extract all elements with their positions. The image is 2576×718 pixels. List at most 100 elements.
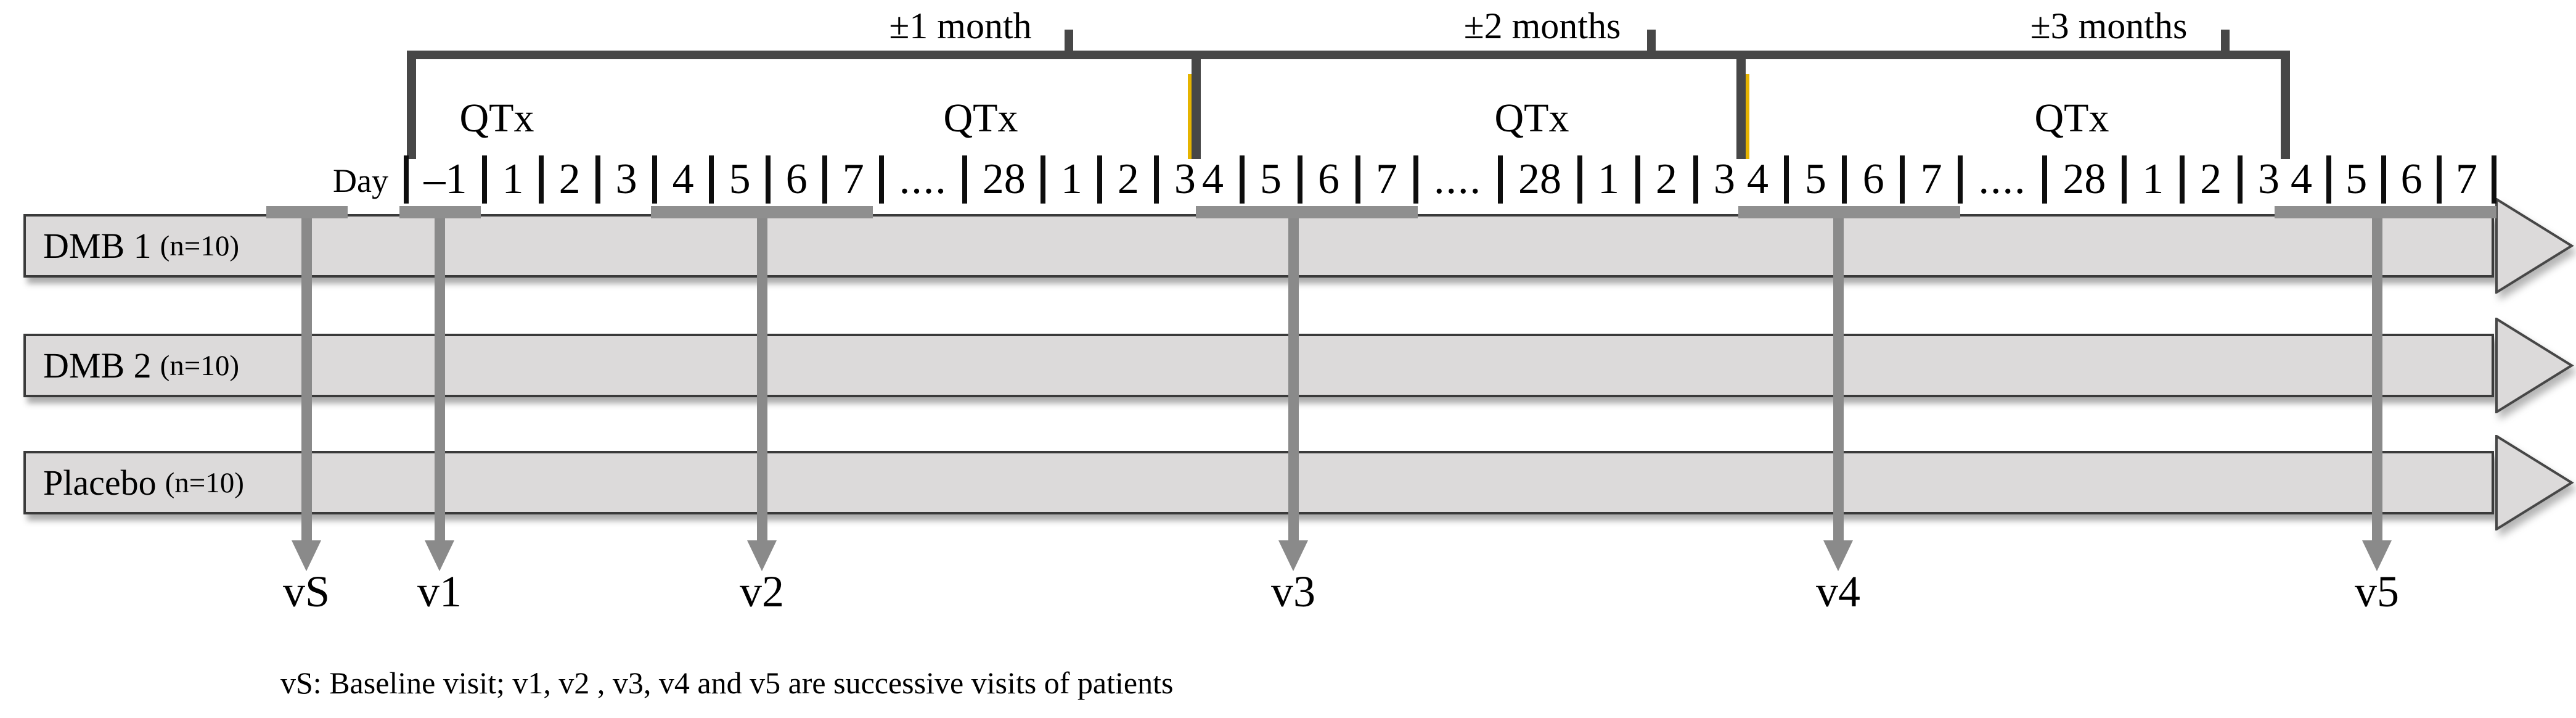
day-number: 3 xyxy=(2258,155,2280,203)
day-tick xyxy=(652,155,658,204)
day-tick xyxy=(1154,155,1159,204)
day-number: 5 xyxy=(729,155,751,203)
bracket-drop-line xyxy=(2281,51,2290,159)
day-number: 2 xyxy=(1117,155,1139,203)
day-tick xyxy=(822,155,828,204)
day-tick xyxy=(709,155,714,204)
day-number: 1 xyxy=(1060,155,1082,203)
yellow-accent-line xyxy=(1746,74,1749,159)
day-tick xyxy=(1635,155,1640,204)
visit-arrow-shaft-vS xyxy=(301,207,312,542)
day-tick xyxy=(1577,155,1582,204)
day-number: 7 xyxy=(1376,155,1397,203)
dosing-week-cap xyxy=(399,206,481,218)
day-tick xyxy=(1900,155,1905,204)
day-tick xyxy=(1784,155,1789,204)
day-tick xyxy=(1842,155,1847,204)
day-axis-segment: 4 5 6 7.... 28 1 2 3 xyxy=(1747,153,2280,206)
qtx-label: QTx xyxy=(2034,96,2109,141)
day-tick xyxy=(962,155,968,204)
day-number: 6 xyxy=(2400,155,2423,203)
day-number: 2 xyxy=(1656,155,1677,203)
month-label-tick xyxy=(2221,30,2230,53)
day-number: 28 xyxy=(982,155,1026,203)
dosing-week-cap xyxy=(1196,206,1418,218)
day-axis-segment: 4 5 6 7.... 28 1 2 3 xyxy=(1202,153,1735,206)
day-number: 4 xyxy=(672,155,694,203)
arm-arrowhead xyxy=(2495,316,2575,416)
day-tick xyxy=(2381,155,2387,204)
day-number: 2 xyxy=(2200,155,2222,203)
day-number: 7 xyxy=(1920,155,1942,203)
day-tick xyxy=(1693,155,1698,204)
yellow-accent-line xyxy=(1188,74,1192,159)
day-tick xyxy=(1239,155,1245,204)
dosing-week-cap xyxy=(651,206,873,218)
visit-arrow-shaft-v1 xyxy=(435,207,445,542)
day-number: 4 xyxy=(2291,155,2312,203)
visit-arrow-shaft-v5 xyxy=(2372,207,2382,542)
bracket-horizontal-bar xyxy=(407,51,2289,59)
arm-name: DMB 1 xyxy=(43,226,152,266)
day-tick xyxy=(1497,155,1503,204)
day-number: 7 xyxy=(2455,155,2477,203)
day-number: –1 xyxy=(423,155,467,203)
day-tick xyxy=(2436,155,2442,204)
day-number: 1 xyxy=(1598,155,1619,203)
month-interval-label: ±2 months xyxy=(1463,6,1621,46)
day-number: 6 xyxy=(1862,155,1884,203)
visit-label-v3: v3 xyxy=(1271,567,1315,616)
day-number: 1 xyxy=(2142,155,2164,203)
day-number: 28 xyxy=(1518,155,1561,203)
day-number: 2 xyxy=(558,155,581,203)
day-tick xyxy=(539,155,544,204)
arm-arrowhead xyxy=(2495,434,2575,534)
visit-arrow-head-v3 xyxy=(1278,540,1308,571)
qtx-label: QTx xyxy=(943,96,1018,141)
day-ellipsis: .... xyxy=(1978,155,2027,203)
visit-arrow-shaft-v3 xyxy=(1288,207,1299,542)
qtx-label: QTx xyxy=(1494,96,1569,141)
day-number: 3 xyxy=(1714,155,1735,203)
day-ellipsis: .... xyxy=(899,155,947,203)
day-tick xyxy=(1355,155,1360,204)
day-number: 5 xyxy=(1804,155,1826,203)
day-tick xyxy=(1297,155,1302,204)
day-tick xyxy=(2326,155,2332,204)
month-label-tick xyxy=(1647,30,1656,53)
day-number: 3 xyxy=(615,155,637,203)
visit-arrow-head-v4 xyxy=(1823,540,1853,571)
bracket-drop-line xyxy=(407,51,416,159)
dosing-week-cap xyxy=(2275,206,2496,218)
dosing-week-cap xyxy=(266,206,348,218)
day-tick xyxy=(2179,155,2185,204)
visit-arrow-shaft-v4 xyxy=(1833,207,1844,542)
day-number: 5 xyxy=(1260,155,1282,203)
arm-arrowhead xyxy=(2495,197,2575,297)
month-label-tick xyxy=(1065,30,1073,53)
day-tick xyxy=(1097,155,1103,204)
day-tick xyxy=(879,155,885,204)
day-number: 4 xyxy=(1202,155,1224,203)
day-tick xyxy=(482,155,488,204)
dosing-week-cap xyxy=(1738,206,1960,218)
day-tick xyxy=(404,155,409,204)
day-axis-label: Day xyxy=(333,162,388,199)
bracket-drop-line xyxy=(1192,51,1201,159)
day-number: 6 xyxy=(785,155,808,203)
visit-arrow-head-vS xyxy=(292,540,321,571)
day-tick xyxy=(2491,155,2496,204)
day-ellipsis: .... xyxy=(1434,155,1482,203)
day-number: 7 xyxy=(842,155,864,203)
day-tick xyxy=(595,155,601,204)
day-tick xyxy=(1958,155,1963,204)
day-tick xyxy=(766,155,771,204)
arm-sample-size: (n=10) xyxy=(160,229,239,262)
day-number: 1 xyxy=(502,155,524,203)
figure-caption: vS: Baseline visit; v1, v2 , v3, v4 and … xyxy=(280,666,1174,700)
day-axis-segment: –1 1 2 3 4 5 6 7.... 28 1 2 3 xyxy=(404,153,1196,206)
month-interval-label: ±1 month xyxy=(889,6,1032,46)
day-number: 28 xyxy=(2063,155,2106,203)
